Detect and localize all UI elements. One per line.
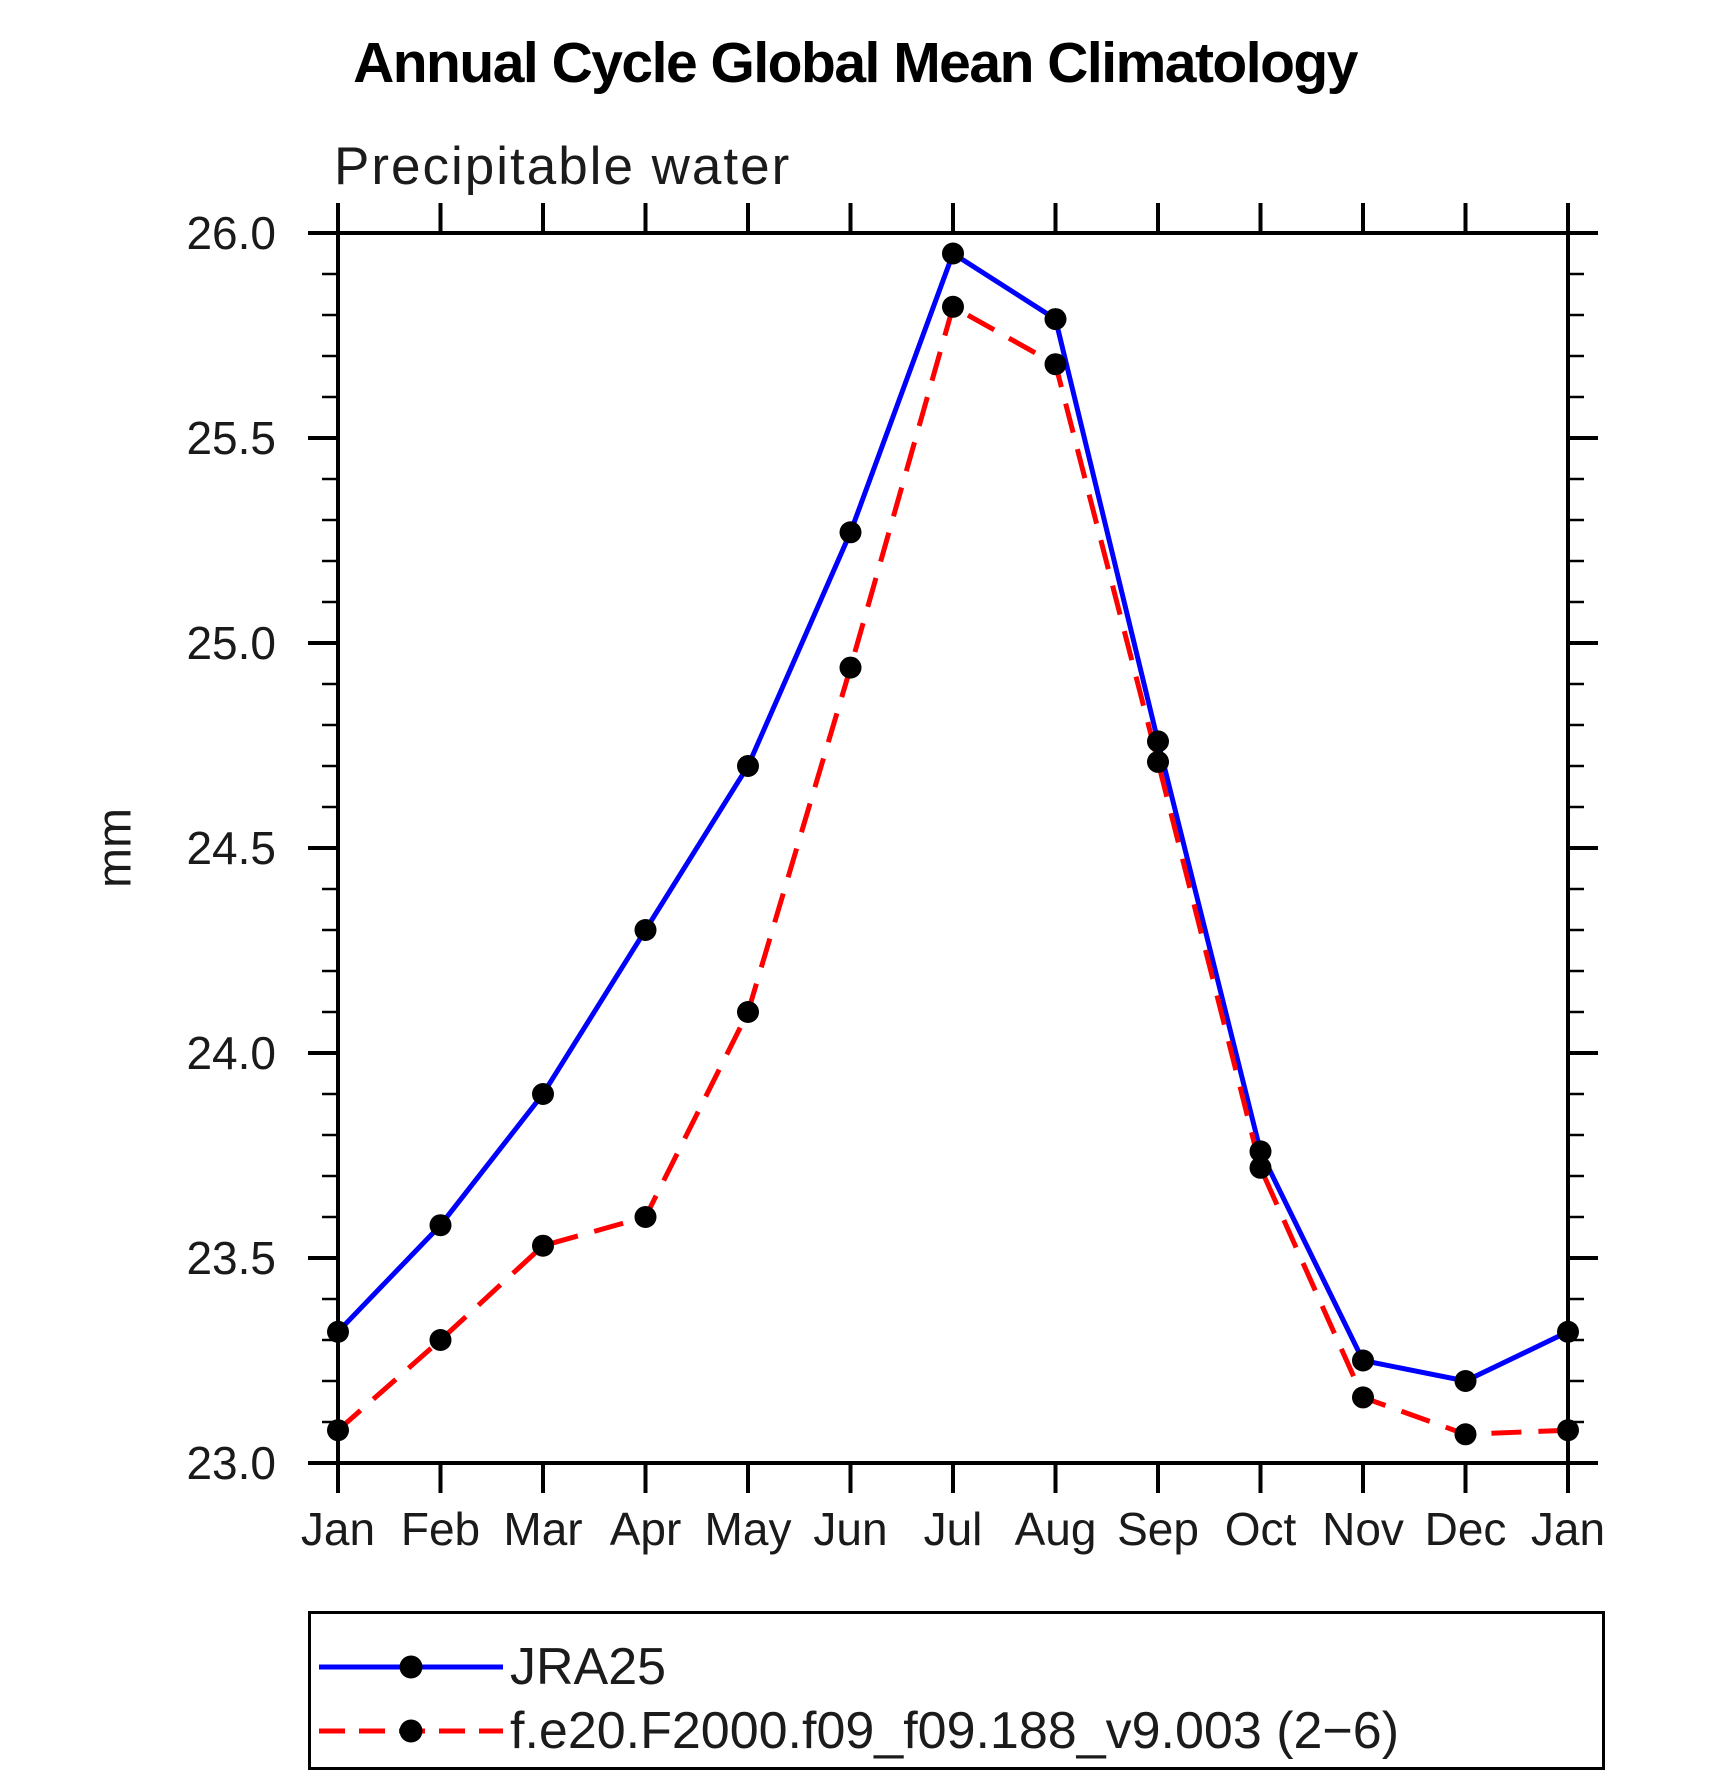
legend-label-model: f.e20.F2000.f09_f09.188_v9.003 (2−6) xyxy=(510,1702,1400,1760)
data-point xyxy=(1147,750,1169,773)
series-markers-1 xyxy=(327,295,1579,1446)
data-point xyxy=(429,1214,452,1237)
x-tick-label: Feb xyxy=(401,1503,480,1555)
series-line-0 xyxy=(336,249,1570,1384)
legend-entry-jra25: JRA25 xyxy=(316,1638,666,1696)
data-point xyxy=(1044,308,1067,331)
data-point xyxy=(1454,1370,1477,1392)
legend-box: JRA25 f.e20.F2000.f09_f09.188_v9.003 (2−… xyxy=(308,1611,1605,1770)
chart-subtitle: Precipitable water xyxy=(334,137,792,196)
data-point xyxy=(532,1083,554,1105)
chart-title: Annual Cycle Global Mean Climatology xyxy=(353,31,1358,95)
y-tick-label: 24.5 xyxy=(186,822,276,874)
data-point xyxy=(1249,1140,1272,1163)
data-point xyxy=(327,1419,349,1442)
x-tick-label: Nov xyxy=(1322,1503,1404,1555)
data-point xyxy=(839,521,862,544)
legend-dashed-line-icon xyxy=(319,1719,503,1743)
series-line-1 xyxy=(336,303,1569,1437)
y-tick-label: 23.0 xyxy=(186,1437,276,1489)
data-point xyxy=(1454,1423,1477,1446)
x-tick-label: Sep xyxy=(1117,1503,1199,1555)
data-point xyxy=(327,1320,349,1343)
data-point xyxy=(1044,353,1067,376)
x-tick-label: May xyxy=(705,1503,792,1555)
series-markers-0 xyxy=(327,242,1579,1392)
data-point xyxy=(429,1329,452,1351)
data-point xyxy=(942,242,964,265)
legend-entry-model: f.e20.F2000.f09_f09.188_v9.003 (2−6) xyxy=(316,1702,1399,1760)
legend-label-jra25: JRA25 xyxy=(510,1638,667,1696)
data-point xyxy=(839,656,862,679)
data-point xyxy=(1557,1419,1579,1442)
y-tick-label: 24.0 xyxy=(186,1027,276,1079)
x-tick-label: Jun xyxy=(813,1503,887,1555)
legend-marker-dot xyxy=(399,1719,423,1743)
legend-marker-dot xyxy=(399,1655,423,1679)
plot-area: 23.0 23.5 24.0 24.5 25.0 25.5 26.0 Jan Feb Mar Apr… xyxy=(186,203,1605,1555)
legend-solid-line-icon xyxy=(319,1655,503,1679)
y-tick-label: 25.5 xyxy=(186,412,276,464)
data-point xyxy=(942,295,964,318)
data-point xyxy=(634,1206,657,1228)
x-tick-label: Apr xyxy=(610,1503,682,1555)
y-axis: 23.0 23.5 24.0 24.5 25.0 25.5 26.0 xyxy=(186,207,1598,1489)
x-tick-label: Jan xyxy=(1531,1503,1605,1555)
data-point xyxy=(1147,730,1169,753)
data-point xyxy=(634,919,657,941)
data-point xyxy=(737,1001,759,1023)
data-point xyxy=(1352,1386,1374,1409)
x-tick-label: Jan xyxy=(301,1503,375,1555)
x-tick-label: Aug xyxy=(1015,1503,1097,1555)
data-point xyxy=(1249,1156,1272,1179)
y-tick-label: 25.0 xyxy=(186,617,276,669)
x-tick-label: Jul xyxy=(924,1503,983,1555)
data-point xyxy=(1557,1320,1579,1343)
y-tick-label: 26.0 xyxy=(186,207,276,259)
x-axis: Jan Feb Mar Apr May Jun Jul Aug Sep Oct Nov Dec Jan xyxy=(301,203,1605,1555)
data-point xyxy=(737,755,759,777)
x-tick-label: Oct xyxy=(1225,1503,1297,1555)
x-tick-label: Dec xyxy=(1425,1503,1507,1555)
x-tick-label: Mar xyxy=(503,1503,582,1555)
plot-frame xyxy=(336,231,1570,1465)
y-tick-label: 23.5 xyxy=(186,1232,276,1284)
data-point xyxy=(532,1234,554,1257)
data-point xyxy=(1352,1349,1374,1372)
